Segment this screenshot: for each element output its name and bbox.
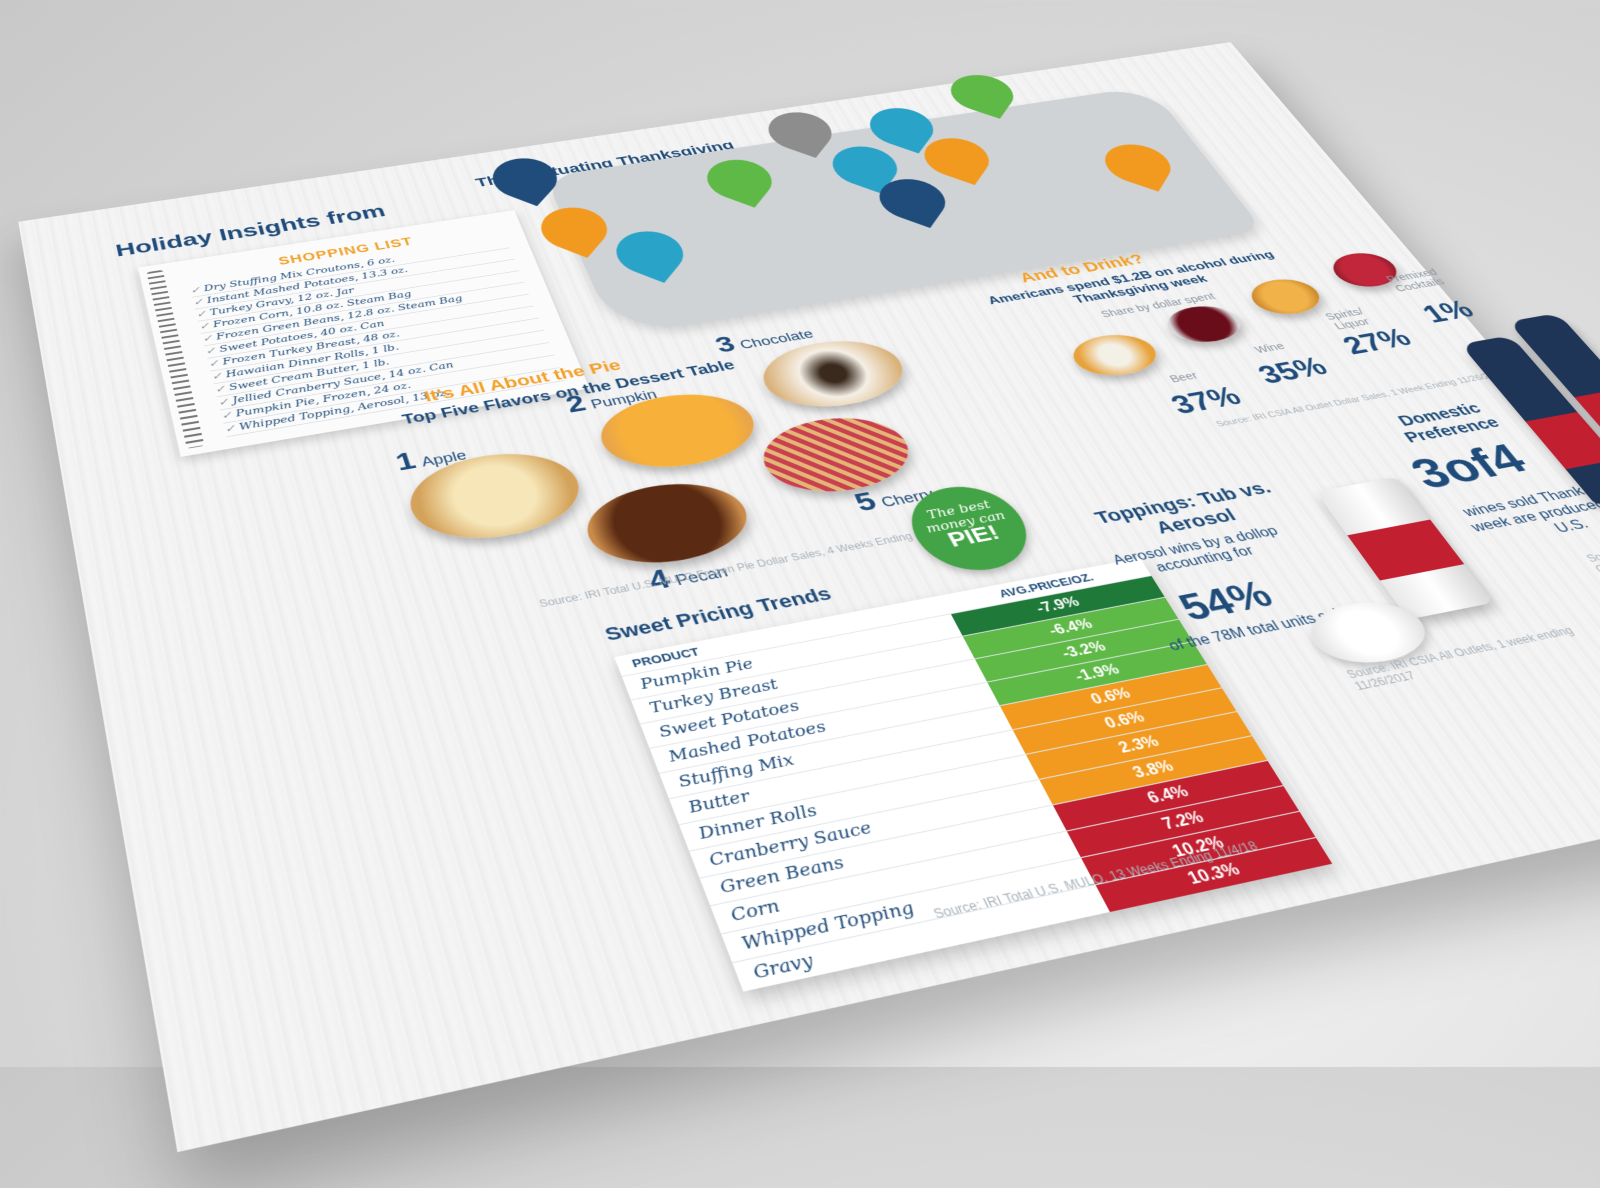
map-pin — [758, 105, 842, 158]
rank-number: 2 — [561, 390, 590, 418]
infographic-poster: Holiday Insights from The Fluctuating Th… — [18, 42, 1600, 1153]
rank-number: 1 — [392, 446, 420, 477]
drink-value-beer: 37% — [1164, 381, 1248, 420]
pie-name: Apple — [419, 447, 469, 470]
map-pin — [480, 150, 569, 207]
pecan-pie-image — [574, 473, 762, 575]
liquor-glass-image — [1241, 275, 1330, 319]
drink-label-wine: Wine — [1252, 340, 1288, 356]
map-pin — [1096, 137, 1179, 192]
beer-glass-image — [1063, 329, 1167, 381]
wine-glass-image — [1157, 301, 1251, 347]
map-pin — [696, 152, 783, 208]
drink-value-cocktails: 1% — [1416, 295, 1481, 328]
drink-value-wine: 35% — [1251, 352, 1334, 390]
map-pin — [529, 199, 619, 258]
map-pin — [941, 68, 1023, 119]
domestic-source: Source: IRI CSIA All Outlets W — [1583, 543, 1600, 576]
drink-label-beer: Beer — [1167, 369, 1201, 385]
scene: Holiday Insights from The Fluctuating Th… — [0, 0, 1600, 1067]
rank-number: 3 — [710, 331, 740, 358]
whipped-cream-can-image — [1315, 476, 1494, 620]
map-pin — [604, 223, 695, 283]
rank-number: 5 — [849, 486, 882, 518]
